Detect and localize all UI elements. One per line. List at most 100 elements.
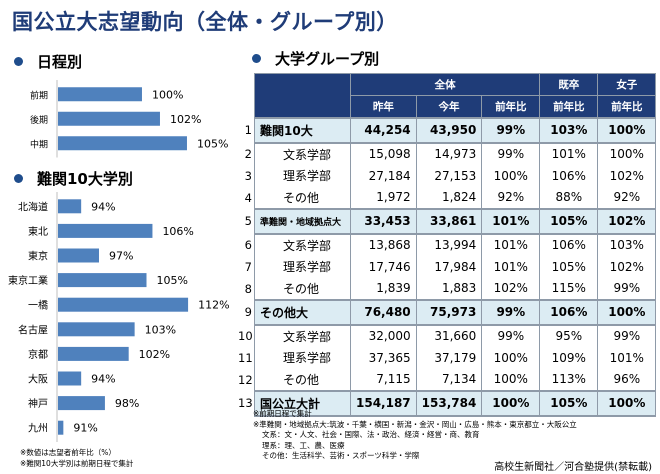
top10-bar-chart: 北海道 94% 東北 106% 東京 97% 東京工業 105% 一橋 112% 名古屋 103% 京都… <box>8 192 230 442</box>
count-cell: 31,660 <box>415 324 483 347</box>
col-header-this-year: 今年 <box>415 95 483 118</box>
row-label: その他 <box>254 368 351 391</box>
ratio-cell: 99% <box>481 324 541 347</box>
col-header-last-year: 昨年 <box>350 95 417 118</box>
bar <box>58 346 129 361</box>
category-label: 京都 <box>28 348 48 361</box>
note-line: その他：生活科学、芸術・スポーツ科学・学際 <box>262 451 420 460</box>
bar <box>58 111 160 126</box>
ratio-cell: 115% <box>539 277 599 300</box>
bar <box>58 322 135 337</box>
count-cell: 37,179 <box>415 346 483 369</box>
ratio-cell: 105% <box>539 389 599 417</box>
category-label: 北海道 <box>18 200 48 213</box>
count-cell: 44,254 <box>350 116 417 144</box>
bar <box>58 87 142 102</box>
category-label: 前期 <box>30 89 48 101</box>
table-row: その他大 76,480 75,973 99% 106% 100% <box>254 298 657 326</box>
data-label: 106% <box>162 225 193 238</box>
section-heading-top10: 難関10大学別 <box>14 168 133 189</box>
data-label: 105% <box>157 274 188 287</box>
ratio-cell: 109% <box>539 346 599 369</box>
count-cell: 15,098 <box>350 142 417 165</box>
data-label: 94% <box>91 200 115 213</box>
count-cell: 7,134 <box>415 368 483 391</box>
ratio-cell: 102% <box>597 255 657 278</box>
row-number: 1 <box>244 123 252 137</box>
row-number: 4 <box>244 190 252 205</box>
ratio-cell: 103% <box>539 116 599 144</box>
ratio-cell: 113% <box>539 368 599 391</box>
data-label: 100% <box>152 88 183 101</box>
note-line: ※数値は志望者前年比（%） <box>20 448 116 457</box>
count-cell: 1,824 <box>415 186 483 209</box>
note-line: ※難関10大学別は前期日程で集計 <box>20 459 134 468</box>
bar <box>58 199 82 214</box>
table-row: 文系学部 13,868 13,994 101% 106% 103% <box>254 233 657 256</box>
table-corner <box>254 73 351 118</box>
col-header-yoy-female: 前年比 <box>597 95 657 118</box>
row-label: 国公立大計 <box>254 389 351 417</box>
data-label: 98% <box>115 397 139 410</box>
count-cell: 37,365 <box>350 346 417 369</box>
source-credit: 高校生新聞社／河合塾提供(禁転載) <box>494 462 652 473</box>
bar <box>58 420 64 435</box>
ratio-cell: 99% <box>597 277 657 300</box>
category-label: 東京 <box>28 250 48 263</box>
ratio-cell: 105% <box>539 255 599 278</box>
data-label: 103% <box>145 323 176 336</box>
category-label: 後期 <box>30 114 48 126</box>
category-label: 名古屋 <box>18 323 48 336</box>
ratio-cell: 100% <box>481 346 541 369</box>
ratio-cell: 101% <box>597 346 657 369</box>
notes-left: ※数値は志望者前年比（%） ※難関10大学別は前期日程で集計 <box>20 447 133 469</box>
ratio-cell: 100% <box>481 368 541 391</box>
count-cell: 27,153 <box>415 164 483 187</box>
ratio-cell: 100% <box>597 389 657 417</box>
count-cell: 17,984 <box>415 255 483 278</box>
bar <box>58 273 147 288</box>
note-line: ※前期日程で集計 <box>253 409 312 418</box>
table-row: その他 1,972 1,824 92% 88% 92% <box>254 186 657 209</box>
count-cell: 1,972 <box>350 186 417 209</box>
ratio-cell: 88% <box>539 186 599 209</box>
ratio-cell: 101% <box>481 233 541 256</box>
ratio-cell: 103% <box>597 233 657 256</box>
ratio-cell: 106% <box>539 164 599 187</box>
ratio-cell: 102% <box>597 164 657 187</box>
ratio-cell: 100% <box>597 116 657 144</box>
ratio-cell: 106% <box>539 233 599 256</box>
page-title: 国公立大志望動向（全体・グループ別） <box>12 10 398 34</box>
note-line: ※準難関・地域拠点大:筑波・千葉・横国・新潟・金沢・岡山・広島・熊本・東京都立・… <box>253 419 577 429</box>
table-row: その他 7,115 7,134 100% 113% 96% <box>254 368 657 391</box>
section-heading-groups-label: 大学グループ別 <box>275 50 380 68</box>
count-cell: 43,950 <box>415 116 483 144</box>
count-cell: 153,784 <box>415 389 483 417</box>
row-label: 文系学部 <box>254 324 351 347</box>
count-cell: 76,480 <box>350 298 417 326</box>
table-row: 文系学部 15,098 14,973 99% 101% 100% <box>254 142 657 165</box>
ratio-cell: 99% <box>597 324 657 347</box>
table-row: その他 1,839 1,883 102% 115% 99% <box>254 277 657 300</box>
count-cell: 7,115 <box>350 368 417 391</box>
category-label: 大阪 <box>28 373 48 386</box>
table-row: 難関10大 44,254 43,950 99% 103% 100% <box>254 116 657 144</box>
table-row: 理系学部 27,184 27,153 100% 106% 102% <box>254 164 657 187</box>
header-group-ronin: 既卒 <box>539 73 599 96</box>
table-row: 国公立大計 154,187 153,784 100% 105% 100% <box>254 389 657 417</box>
count-cell: 13,868 <box>350 233 417 256</box>
count-cell: 13,994 <box>415 233 483 256</box>
ratio-cell: 99% <box>481 116 541 144</box>
count-cell: 27,184 <box>350 164 417 187</box>
table-row: 理系学部 17,746 17,984 101% 105% 102% <box>254 255 657 278</box>
table-row: 準難関・地域拠点大 33,453 33,861 101% 105% 102% <box>254 207 657 235</box>
data-label: 94% <box>91 373 115 386</box>
notes-right: ※前期日程で集計 ※準難関・地域拠点大:筑波・千葉・横国・新潟・金沢・岡山・広島… <box>253 409 577 462</box>
data-label: 112% <box>198 299 229 312</box>
row-number: 6 <box>244 237 252 252</box>
section-heading-groups: 大学グループ別 <box>252 48 379 69</box>
ratio-cell: 100% <box>597 142 657 165</box>
row-number: 8 <box>244 281 252 296</box>
row-label: その他 <box>254 277 351 300</box>
bullet-icon <box>252 54 261 63</box>
